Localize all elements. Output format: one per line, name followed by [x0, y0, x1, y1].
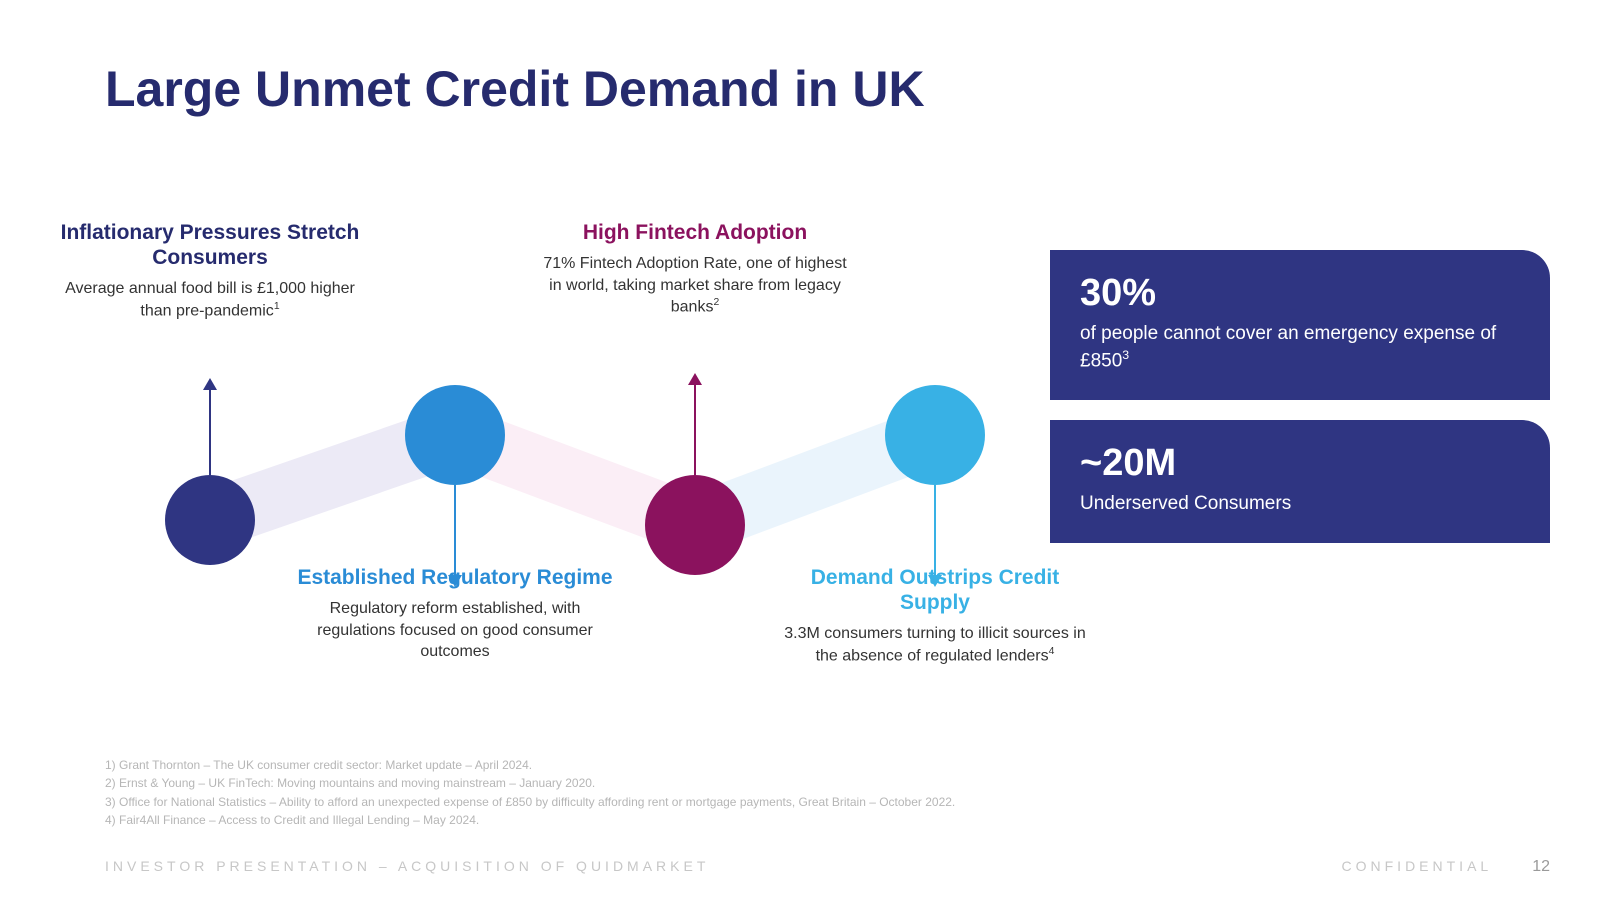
diagram-label-inflation: Inflationary Pressures Stretch Consumers…	[60, 220, 360, 322]
arrow-head-icon	[203, 378, 217, 390]
footnote-line: 4) Fair4All Finance – Access to Credit a…	[105, 811, 955, 830]
stat-desc: Underserved Consumers	[1080, 491, 1520, 517]
stat-value: ~20M	[1080, 442, 1520, 485]
arrow-head-icon	[688, 373, 702, 385]
footnotes: 1) Grant Thornton – The UK consumer cred…	[105, 756, 955, 830]
stat-card-0: 30% of people cannot cover an emergency e…	[1050, 250, 1550, 400]
slide-footer: INVESTOR PRESENTATION – ACQUISITION OF Q…	[105, 858, 1550, 876]
footer-left: INVESTOR PRESENTATION – ACQUISITION OF Q…	[105, 858, 709, 874]
label-body: Regulatory reform established, with regu…	[295, 598, 615, 663]
diagram-label-demand: Demand Outstrips Credit Supply 3.3M consu…	[780, 565, 1090, 667]
label-body: Average annual food bill is £1,000 highe…	[60, 278, 360, 322]
footnote-line: 2) Ernst & Young – UK FinTech: Moving mo…	[105, 774, 955, 793]
diagram-label-regulatory: Established Regulatory Regime Regulatory …	[295, 565, 615, 663]
label-title: High Fintech Adoption	[540, 220, 850, 245]
label-title: Demand Outstrips Credit Supply	[780, 565, 1090, 615]
footer-confidential: CONFIDENTIAL	[1342, 858, 1493, 874]
label-body: 3.3M consumers turning to illicit source…	[780, 623, 1090, 667]
stat-desc: of people cannot cover an emergency expe…	[1080, 321, 1520, 374]
diagram-circle	[885, 385, 985, 485]
diagram-label-fintech: High Fintech Adoption 71% Fintech Adoptio…	[540, 220, 850, 318]
arrow-line	[694, 375, 696, 475]
diagram-circle	[165, 475, 255, 565]
label-title: Inflationary Pressures Stretch Consumers	[60, 220, 360, 270]
footnote-line: 3) Office for National Statistics – Abil…	[105, 793, 955, 812]
label-title: Established Regulatory Regime	[295, 565, 615, 590]
arrow-line	[209, 380, 211, 475]
label-body: 71% Fintech Adoption Rate, one of highes…	[540, 253, 850, 318]
diagram-circle	[645, 475, 745, 575]
stat-value: 30%	[1080, 272, 1520, 315]
stat-card-1: ~20M Underserved Consumers	[1050, 420, 1550, 543]
slide-title: Large Unmet Credit Demand in UK	[105, 60, 925, 118]
footnote-line: 1) Grant Thornton – The UK consumer cred…	[105, 756, 955, 775]
page-number: 12	[1532, 858, 1550, 876]
diagram-circle	[405, 385, 505, 485]
market-diagram: Inflationary Pressures Stretch Consumers…	[50, 230, 1050, 750]
